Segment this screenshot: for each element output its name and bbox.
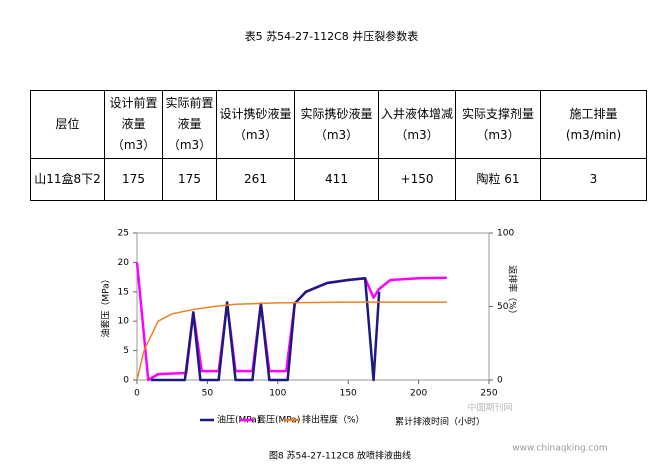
y-tick-label: 15: [118, 287, 129, 297]
data-row: 山11盒8下2 175 175 261 411 +150 陶粒 61 3: [30, 158, 647, 201]
header-cell: 施工排量(m3/min): [540, 90, 647, 159]
y-tick-label: 25: [118, 229, 129, 239]
y-tick-label: 20: [118, 258, 130, 268]
header-cell: 设计携砂液量（m3）: [216, 90, 295, 159]
cell: +150: [378, 158, 456, 201]
y-tick-label: 0: [123, 376, 129, 386]
param-table: 层位 设计前置液量（m3） 实际前置液量（m3） 设计携砂液量（m3） 实际携砂…: [30, 90, 647, 201]
y-tick-label: 5: [123, 346, 129, 356]
y2-axis-label: 返排率（%）: [507, 265, 519, 319]
legend-label: 油压(MPa): [217, 414, 260, 426]
y-tick-label: 10: [118, 317, 130, 327]
x-tick-label: 200: [410, 389, 427, 399]
cell: 3: [540, 158, 647, 201]
cell: 陶粒 61: [455, 158, 541, 201]
legend-label: 排出程度（%）: [302, 414, 365, 426]
header-cell: 实际支撑剂量（m3）: [455, 90, 541, 159]
watermark-url: www.chinaqking.com: [512, 444, 607, 454]
header-cell: 实际携砂液量（m3）: [294, 90, 379, 159]
header-cell: 层位: [30, 90, 105, 159]
cell: 411: [294, 158, 379, 201]
y2-tick-label: 100: [497, 229, 514, 239]
header-row: 层位 设计前置液量（m3） 实际前置液量（m3） 设计携砂液量（m3） 实际携砂…: [30, 90, 647, 159]
header-cell: 设计前置液量（m3）: [104, 90, 163, 159]
y2-tick-label: 50: [497, 302, 509, 312]
cell: 175: [162, 158, 217, 201]
cell: 261: [216, 158, 295, 201]
x-tick-label: 250: [480, 389, 497, 399]
y2-tick-label: 0: [497, 376, 503, 386]
y-axis-label: 油套压（MPa）: [100, 274, 112, 337]
x-tick-label: 150: [340, 389, 357, 399]
figure-caption: 图8 苏54-27-112C8 放喷排液曲线: [269, 450, 411, 462]
watermark-logo: 中国期刊网: [467, 402, 512, 414]
plot-frame: [136, 232, 490, 381]
x-tick-label: 0: [134, 389, 140, 399]
header-cell: 入井液体增减（m3）: [378, 90, 456, 159]
legend-label: 套压(MPa): [257, 414, 300, 426]
series-line: [151, 277, 381, 382]
table-caption: 表5 苏54-27-112C8 井压裂参数表: [244, 30, 419, 43]
x-tick-label: 50: [202, 389, 214, 399]
cell: 山11盒8下2: [30, 158, 105, 201]
x-tick-label: 100: [269, 389, 286, 399]
x-axis-label: 累计排液时间（小时）: [395, 416, 485, 428]
series-line: [136, 301, 447, 381]
